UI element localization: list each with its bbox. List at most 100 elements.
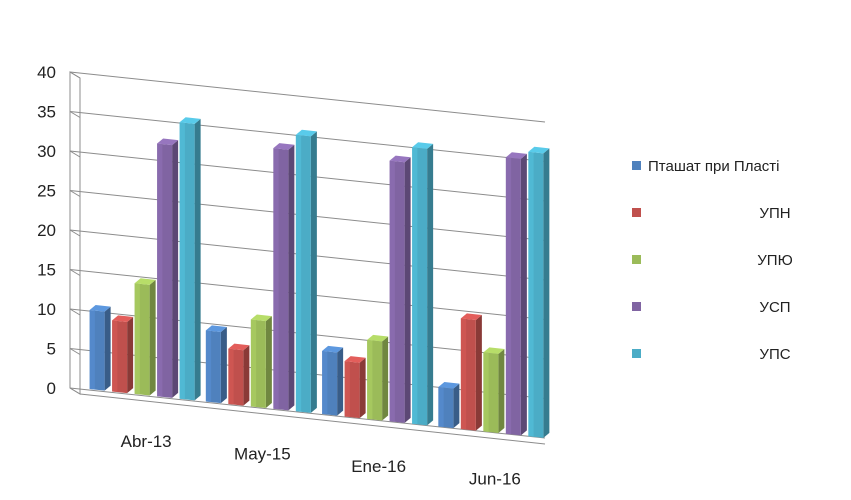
bar-top xyxy=(460,313,482,320)
bar-highlight xyxy=(389,160,395,422)
bar xyxy=(89,305,111,391)
bar xyxy=(412,142,434,426)
bar-side xyxy=(104,306,111,391)
bar-side xyxy=(543,148,550,438)
bar-highlight xyxy=(367,339,373,420)
y-tick-label: 20 xyxy=(37,221,56,240)
bar xyxy=(528,146,550,438)
axes xyxy=(69,72,546,445)
bar-top xyxy=(322,345,344,353)
bar-highlight xyxy=(228,348,234,405)
bar xyxy=(250,314,272,408)
bar-side xyxy=(475,314,482,431)
bar xyxy=(460,313,482,431)
bar-top xyxy=(483,347,505,354)
bar-side xyxy=(359,357,366,419)
y-tick-label: 15 xyxy=(37,261,56,280)
gridline-wall xyxy=(69,111,81,118)
gridline-wall xyxy=(69,387,81,395)
bar-top xyxy=(528,146,550,154)
y-tick-label: 30 xyxy=(37,142,56,161)
gridline-wall xyxy=(69,308,81,316)
bar-side xyxy=(172,140,179,398)
legend-label: УСП xyxy=(759,299,790,316)
bar-side xyxy=(288,144,295,411)
bar-top xyxy=(412,142,434,149)
gridline-wall xyxy=(69,348,81,355)
gridline-wall xyxy=(69,190,81,197)
bar-side xyxy=(453,383,460,429)
bar xyxy=(157,138,179,398)
bar-side xyxy=(382,336,389,421)
legend-swatch xyxy=(632,349,641,358)
bar-top xyxy=(205,325,227,333)
bar xyxy=(367,334,389,421)
bar xyxy=(505,152,527,436)
gridline-wall xyxy=(69,269,81,276)
legend-item: УСП xyxy=(632,299,791,316)
bar-top xyxy=(157,138,179,146)
legend-item: Пташат при Пласті xyxy=(632,158,780,175)
y-tick-label: 35 xyxy=(37,103,56,122)
gridline xyxy=(69,387,546,439)
bar-top xyxy=(438,382,460,389)
legend-label: УПС xyxy=(759,346,790,363)
bar-highlight xyxy=(322,350,328,415)
legend-item: УПС xyxy=(632,346,791,363)
bar-highlight xyxy=(438,387,444,428)
bar-highlight xyxy=(528,151,534,437)
bar-top xyxy=(367,334,389,342)
y-tick-label: 25 xyxy=(37,182,56,201)
bar-side xyxy=(520,153,527,436)
bar-highlight xyxy=(89,310,95,390)
gridline xyxy=(69,71,546,123)
bar-highlight xyxy=(483,352,489,432)
y-tick-label: 0 xyxy=(47,379,56,398)
bar-top xyxy=(505,152,527,159)
bar-highlight xyxy=(505,157,512,435)
category-label: Abr-13 xyxy=(121,432,172,451)
legend-swatch xyxy=(632,161,641,170)
category-label: May-15 xyxy=(234,445,291,464)
bar xyxy=(112,315,134,394)
legend-label: Пташат при Пласті xyxy=(648,158,780,175)
category-label: Ene-16 xyxy=(351,457,406,476)
bar-highlight xyxy=(205,330,212,403)
bar-top xyxy=(134,278,156,285)
gridline-wall xyxy=(69,71,81,79)
bar-highlight xyxy=(112,320,118,393)
legend-swatch xyxy=(632,208,641,217)
bar-top xyxy=(344,356,366,363)
bar-top xyxy=(250,314,272,322)
bar xyxy=(322,345,344,416)
bar-top xyxy=(112,315,134,322)
legend-item: УПЮ xyxy=(632,252,793,269)
legend: Пташат при Пласті УПН УПЮ УСП УПС xyxy=(632,158,793,363)
bar-side xyxy=(427,143,434,426)
bar-side xyxy=(194,118,201,401)
bar-highlight xyxy=(250,319,257,407)
bar-top xyxy=(389,155,411,163)
bar xyxy=(205,325,227,404)
bar-highlight xyxy=(412,147,418,425)
y-tick-label: 10 xyxy=(37,300,56,319)
bar xyxy=(228,343,250,406)
bar-highlight xyxy=(295,134,302,412)
bar-side xyxy=(265,316,272,408)
bar-top xyxy=(89,305,111,312)
bar-highlight xyxy=(179,122,185,400)
y-tick-label: 5 xyxy=(47,340,56,359)
bar xyxy=(134,278,156,396)
bar-highlight xyxy=(157,143,163,397)
bar xyxy=(438,382,460,429)
x-axis-line xyxy=(79,393,546,445)
bar-highlight xyxy=(273,148,279,410)
legend-swatch xyxy=(632,255,641,264)
bar-top xyxy=(273,143,295,150)
gridline-wall xyxy=(69,229,81,237)
y-tick-labels: 0 5 10 15 20 25 30 35 40 xyxy=(37,63,56,398)
bar xyxy=(389,155,411,423)
bar-side xyxy=(404,157,411,423)
bar-side xyxy=(498,348,505,433)
